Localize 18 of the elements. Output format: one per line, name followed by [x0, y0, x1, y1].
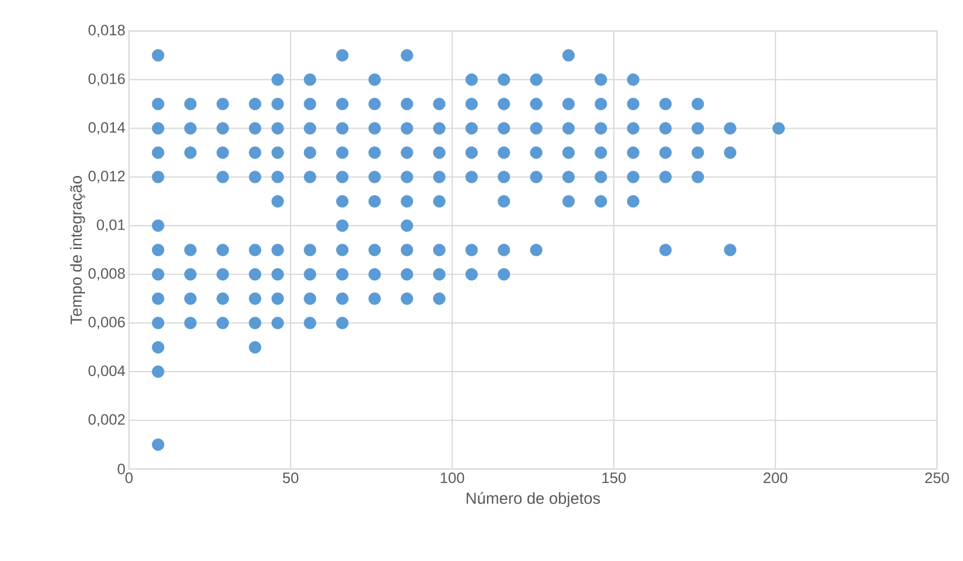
y-tick-label: 0,018: [88, 24, 125, 38]
y-axis-title: Tempo de integração: [70, 176, 86, 324]
x-tick-label: 250: [925, 472, 949, 484]
y-tick-label: 0,01: [96, 219, 125, 232]
x-axis-title: Número de objetos: [466, 492, 600, 508]
x-tick-label: 100: [440, 472, 464, 484]
x-tick-label: 150: [602, 472, 626, 484]
y-tick-label: 0,008: [88, 268, 125, 281]
x-tick-label: 50: [282, 472, 298, 484]
x-tick-label: 0: [125, 472, 133, 484]
y-tick-label: 0: [118, 464, 125, 474]
y-tick-label: 0,002: [88, 414, 125, 427]
x-tick-label: 200: [764, 472, 788, 484]
y-tick-label: 0,016: [88, 73, 125, 86]
y-tick-label: 0,012: [88, 170, 125, 184]
y-tick-label: 0,014: [88, 122, 126, 135]
y-tick-label: 0,004: [88, 365, 126, 378]
y-tick-label: 0,006: [88, 316, 125, 330]
